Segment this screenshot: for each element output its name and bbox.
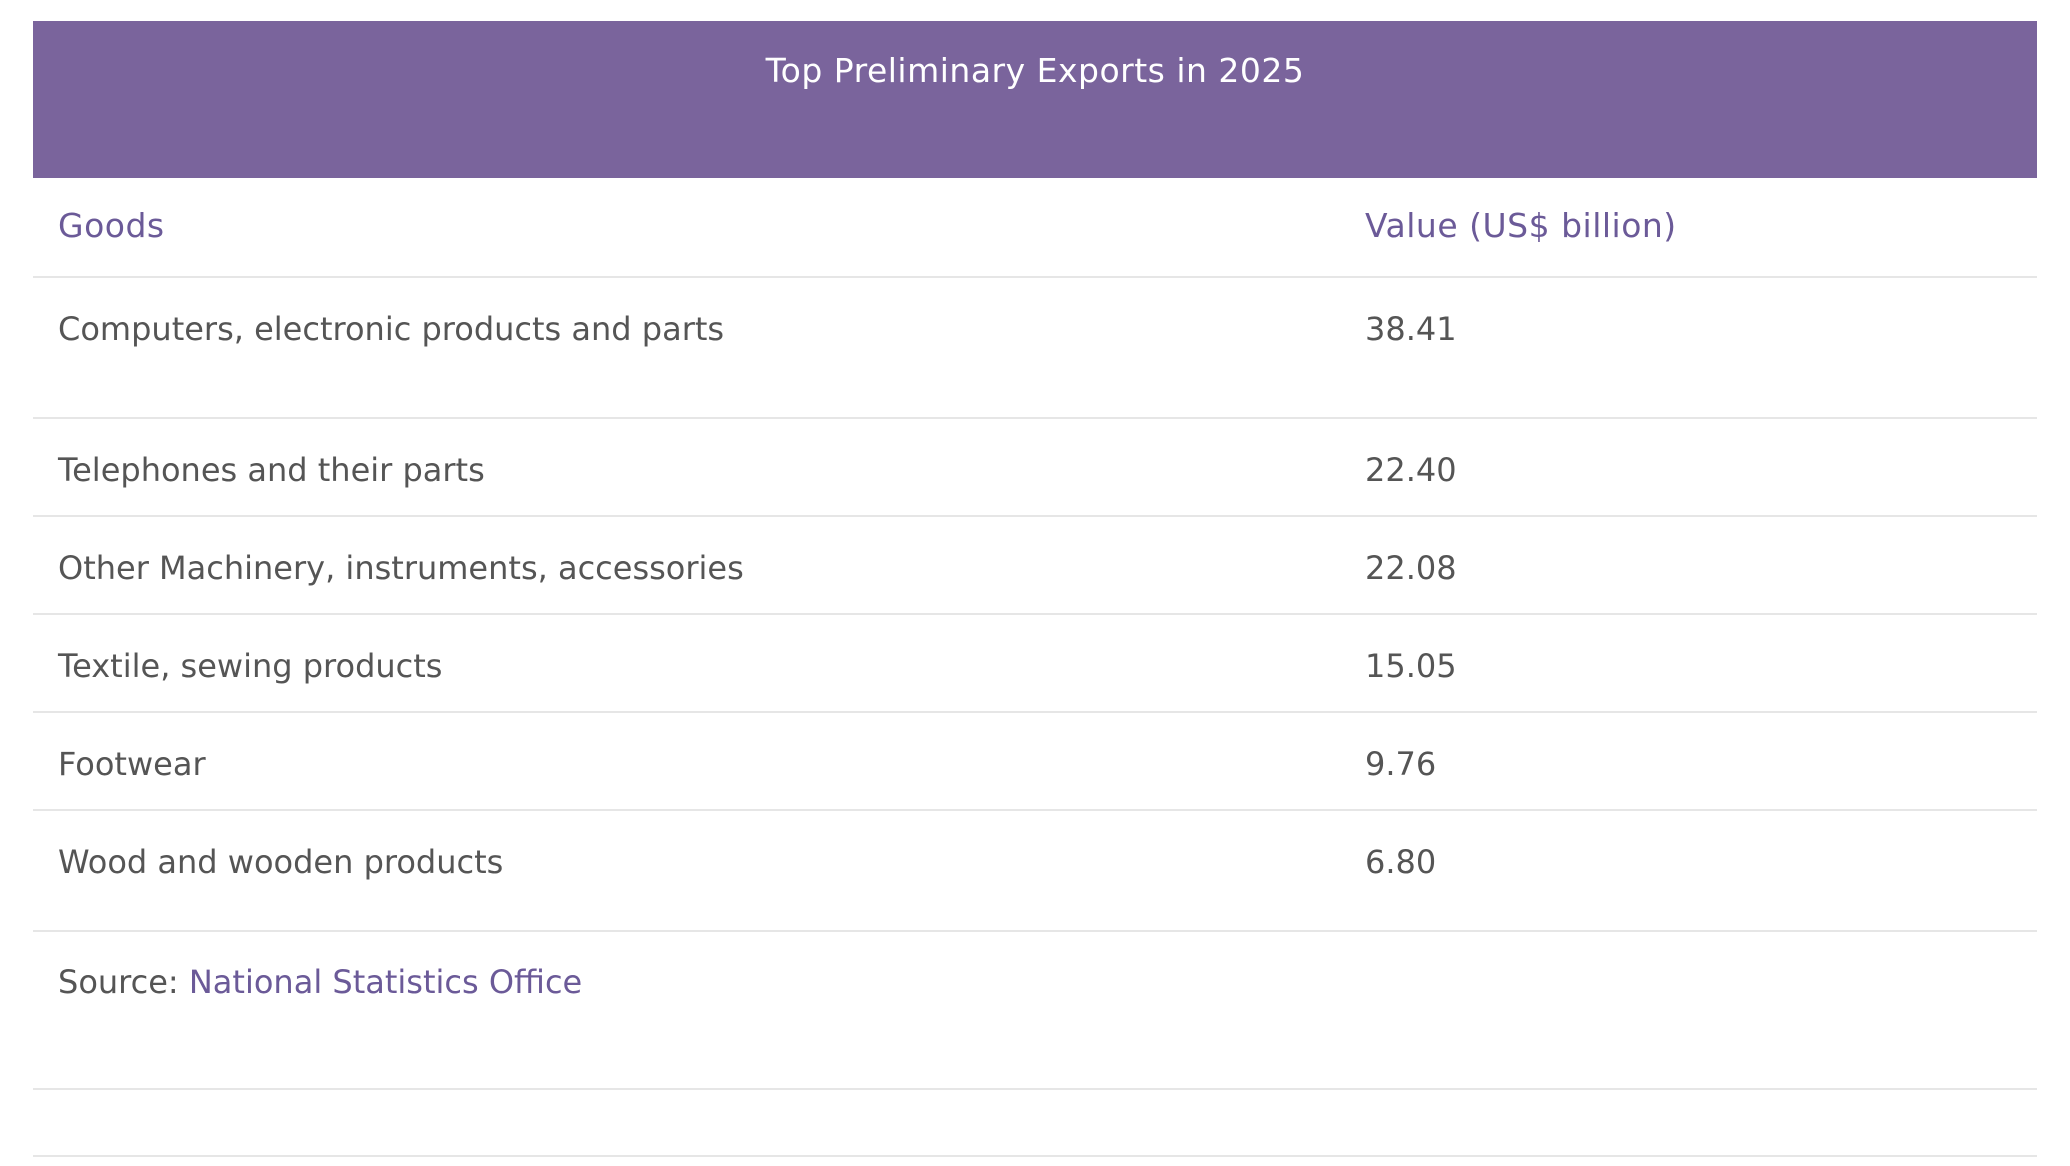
table-row: Textile, sewing products 15.05 bbox=[33, 615, 2037, 713]
value-cell: 22.08 bbox=[1365, 549, 1457, 587]
source-note: Source: National Statistics Office bbox=[58, 962, 582, 1002]
value-cell: 22.40 bbox=[1365, 451, 1457, 489]
goods-cell: Footwear bbox=[58, 745, 206, 783]
goods-cell: Wood and wooden products bbox=[58, 843, 504, 881]
value-cell: 9.76 bbox=[1365, 745, 1437, 783]
table-row: Telephones and their parts 22.40 bbox=[33, 419, 2037, 517]
value-cell: 15.05 bbox=[1365, 647, 1457, 685]
goods-cell: Computers, electronic products and parts bbox=[58, 310, 725, 348]
goods-cell: Textile, sewing products bbox=[58, 647, 443, 685]
table-title: Top Preliminary Exports in 2025 bbox=[33, 21, 2037, 178]
column-header-goods: Goods bbox=[58, 206, 165, 245]
value-cell: 6.80 bbox=[1365, 843, 1437, 881]
source-label: Source: bbox=[58, 963, 189, 1001]
value-cell: 38.41 bbox=[1365, 310, 1457, 348]
table-row: Other Machinery, instruments, accessorie… bbox=[33, 517, 2037, 615]
table-header-row: Goods Value (US$ billion) bbox=[33, 178, 2037, 278]
source-row: Source: National Statistics Office bbox=[33, 932, 2037, 1090]
source-link[interactable]: National Statistics Office bbox=[188, 963, 583, 1001]
column-header-value: Value (US$ billion) bbox=[1365, 206, 1677, 245]
table-row: Computers, electronic products and parts… bbox=[33, 278, 2037, 419]
goods-cell: Other Machinery, instruments, accessorie… bbox=[58, 549, 744, 587]
table-row: Wood and wooden products 6.80 bbox=[33, 811, 2037, 932]
exports-table: Top Preliminary Exports in 2025 Goods Va… bbox=[33, 21, 2037, 1157]
table-row: Footwear 9.76 bbox=[33, 713, 2037, 811]
empty-row bbox=[33, 1090, 2037, 1157]
goods-cell: Telephones and their parts bbox=[58, 451, 485, 489]
